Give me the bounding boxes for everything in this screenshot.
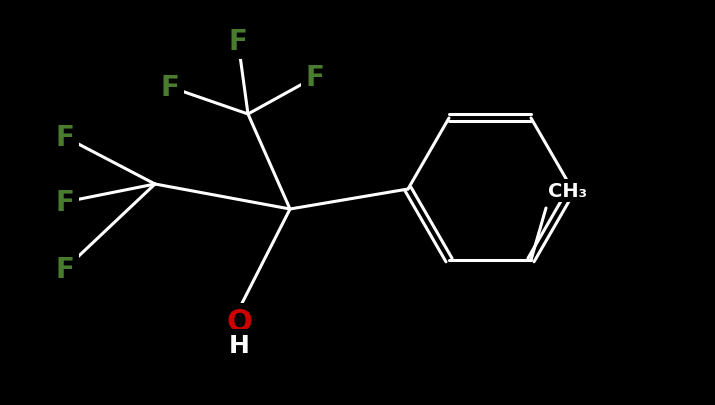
Text: F: F [305,64,325,92]
Text: O: O [226,308,252,337]
Text: CH₃: CH₃ [548,181,587,200]
Text: F: F [56,189,74,216]
Text: F: F [56,256,74,284]
Text: F: F [161,74,179,102]
Text: F: F [56,124,74,151]
Text: H: H [229,333,250,357]
Text: F: F [229,28,247,56]
